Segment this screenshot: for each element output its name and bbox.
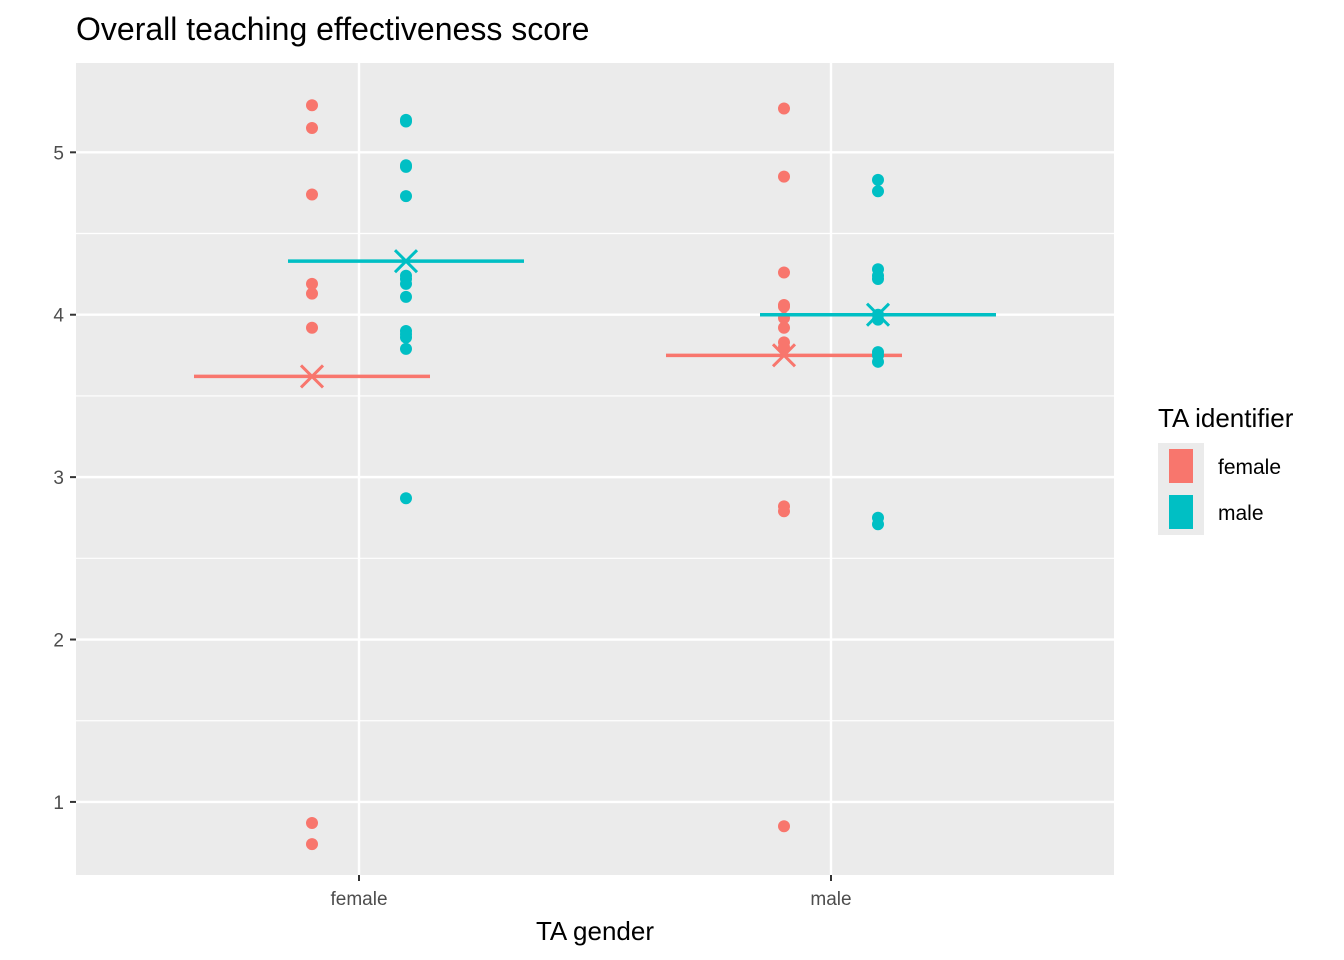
data-point	[778, 170, 790, 183]
legend-swatch	[1169, 449, 1193, 483]
x-axis-title: TA gender	[536, 916, 654, 946]
legend-title: TA identifier	[1158, 403, 1294, 433]
data-point	[400, 277, 412, 290]
y-tick-label: 5	[53, 143, 64, 164]
y-tick-label: 4	[53, 306, 64, 327]
x-tick-label: female	[330, 889, 387, 910]
grid-lines	[76, 63, 1114, 875]
mean-marker	[299, 364, 325, 389]
data-point	[872, 355, 884, 368]
legend-label: female	[1218, 456, 1281, 479]
data-point	[400, 190, 412, 203]
data-point	[306, 287, 318, 300]
data-point	[306, 277, 318, 290]
data-point	[778, 300, 790, 313]
x-tick-label: male	[810, 889, 851, 910]
axes: 1 2 3 4 5 female male	[53, 143, 851, 910]
data-point	[778, 321, 790, 334]
legend-label: male	[1218, 502, 1264, 525]
data-point	[306, 321, 318, 334]
mean-marker	[393, 249, 419, 274]
data-point	[872, 173, 884, 186]
y-tick-label: 3	[53, 468, 64, 489]
chart-title: Overall teaching effectiveness score	[76, 11, 589, 47]
data-point	[306, 99, 318, 112]
data-point	[400, 160, 412, 173]
data-point	[306, 838, 318, 851]
legend: TA identifier female male	[1158, 403, 1294, 535]
plot-panel	[76, 63, 1114, 875]
data-point	[306, 188, 318, 201]
y-tick-label: 2	[53, 631, 64, 652]
data-point	[778, 102, 790, 115]
data-point	[872, 272, 884, 285]
legend-swatch	[1169, 495, 1193, 529]
data-marks	[194, 99, 996, 851]
data-point	[778, 505, 790, 518]
data-point	[778, 266, 790, 279]
data-point	[400, 115, 412, 128]
data-point	[400, 492, 412, 505]
data-point	[306, 121, 318, 134]
mean-marker	[865, 302, 891, 327]
mean-marker	[771, 343, 797, 368]
data-point	[400, 331, 412, 344]
data-point	[400, 290, 412, 303]
data-point	[872, 185, 884, 198]
data-point	[872, 518, 884, 531]
y-tick-label: 1	[53, 793, 64, 814]
data-point	[400, 342, 412, 355]
data-point	[306, 817, 318, 830]
data-point	[778, 820, 790, 833]
